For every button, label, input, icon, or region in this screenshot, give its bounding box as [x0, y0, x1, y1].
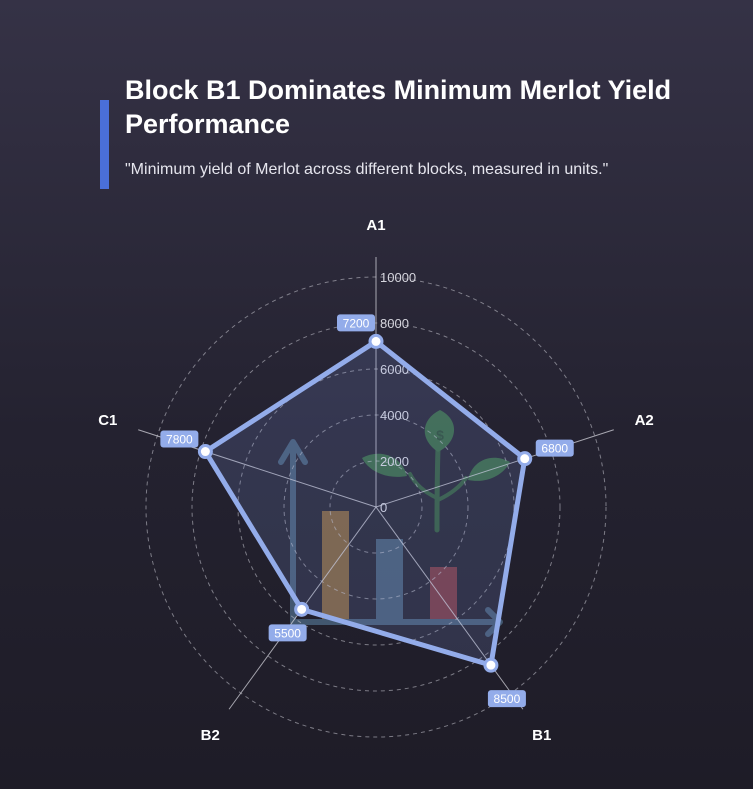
radar-series	[197, 333, 533, 673]
value-label-box-B1	[487, 690, 526, 708]
value-label-A1: 7200	[343, 316, 370, 330]
data-point-C1	[197, 444, 213, 460]
value-label-box-C1	[160, 430, 199, 448]
tick-label-2000: 2000	[380, 454, 409, 469]
chart-subtitle: "Minimum yield of Merlot across differen…	[125, 161, 609, 178]
axis-label-A1: A1	[366, 217, 385, 234]
tick-label-6000: 6000	[380, 362, 409, 377]
tick-label-4000: 4000	[380, 408, 409, 423]
data-point-B1	[483, 657, 499, 673]
value-label-B1: 8500	[494, 692, 521, 706]
axis-line-A2	[375, 429, 614, 508]
value-label-A2: 6800	[541, 442, 568, 456]
data-point-A2	[517, 451, 533, 467]
series-polygon	[202, 338, 528, 668]
axis-line-B1	[375, 506, 524, 710]
axis-label-B1: B1	[532, 727, 551, 744]
tick-label-8000: 8000	[380, 316, 409, 331]
axis-label-B2: B2	[201, 727, 220, 744]
value-label-box-A1	[337, 314, 375, 332]
value-label-B2: 5500	[274, 626, 301, 640]
growth-chart-plant-icon: $	[278, 410, 510, 637]
svg-text:$: $	[436, 427, 444, 443]
radar-labels: A1 A2 B1 B2 C1 7200 6800 8500 5500 7800	[98, 217, 654, 744]
data-point-A1	[368, 333, 384, 349]
title-accent-bar	[100, 100, 109, 189]
tick-label-0: 0	[380, 500, 387, 515]
axis-label-C1: C1	[98, 412, 117, 429]
value-label-C1: 7800	[166, 433, 193, 447]
tick-label-10000: 10000	[380, 270, 416, 285]
value-label-box-A2	[535, 439, 574, 457]
chart-title: Block B1 Dominates Minimum Merlot Yield …	[125, 75, 672, 139]
value-label-box-B2	[268, 624, 307, 642]
axis-label-A2: A2	[635, 412, 654, 429]
data-point-B2	[294, 601, 310, 617]
